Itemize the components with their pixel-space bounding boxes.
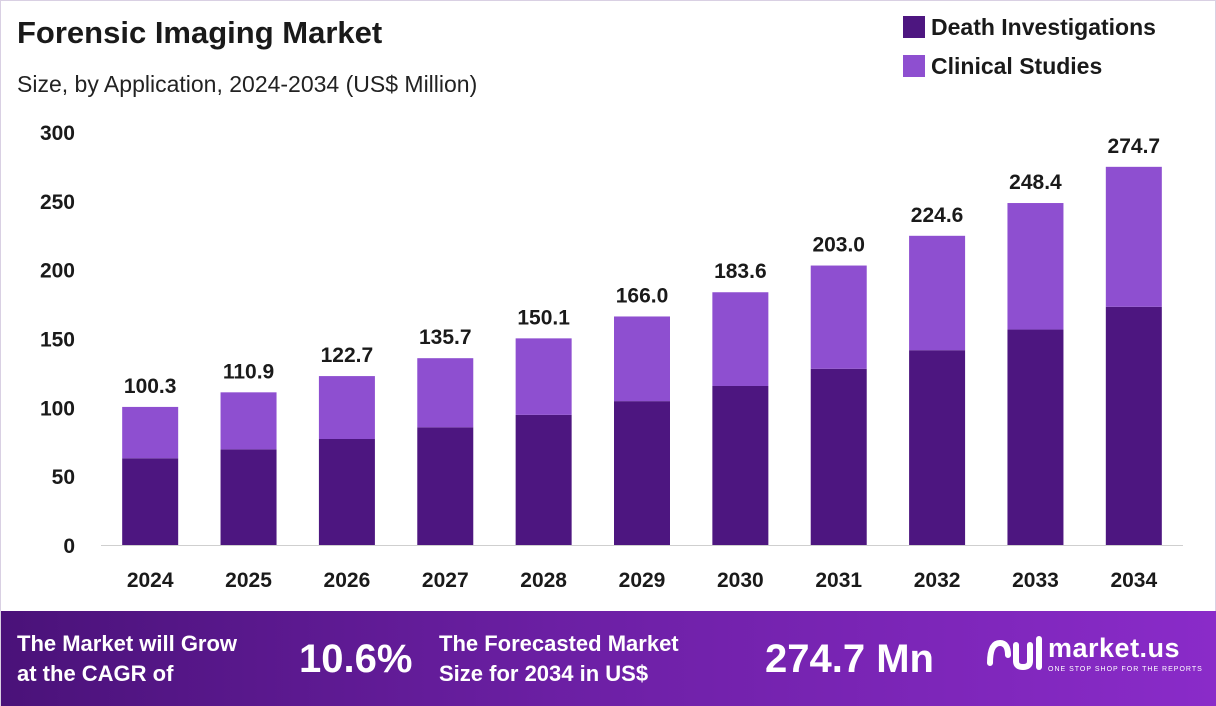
bar-segment-death-investigations (712, 385, 769, 545)
bar-total-label: 110.9 (223, 360, 274, 383)
bar-total-label: 274.7 (1108, 135, 1161, 158)
cagr-label-line1: The Market will Grow (17, 631, 238, 656)
legend-item-death-investigations: Death Investigations (903, 13, 1156, 41)
bar-segment-death-investigations (220, 449, 277, 545)
legend: Death Investigations Clinical Studies (903, 13, 1156, 91)
forecast-label-line2: Size for 2034 in US$ (439, 661, 649, 686)
legend-swatch-death-investigations (903, 16, 925, 38)
x-tick-label: 2034 (1110, 569, 1157, 592)
market-us-logo-icon (987, 636, 1042, 671)
y-tick-label: 100 (40, 397, 75, 420)
legend-label: Death Investigations (931, 13, 1156, 40)
bar-segment-clinical-studies (1007, 203, 1064, 330)
x-tick-label: 2033 (1012, 569, 1059, 592)
bar-segment-clinical-studies (318, 376, 375, 439)
bar-total-label: 248.4 (1009, 171, 1062, 194)
x-tick-label: 2025 (225, 569, 272, 592)
bar-total-label: 100.3 (124, 375, 177, 398)
cagr-label: The Market will Grow at the CAGR of (17, 629, 237, 689)
bar-segment-death-investigations (614, 401, 670, 545)
legend-swatch-clinical-studies (903, 55, 925, 77)
legend-label: Clinical Studies (931, 52, 1103, 79)
x-tick-label: 2029 (619, 569, 666, 592)
forecast-label: The Forecasted Market Size for 2034 in U… (439, 629, 679, 689)
forecast-value: 274.7 Mn (765, 637, 934, 681)
chart-subtitle: Size, by Application, 2024-2034 (US$ Mil… (17, 71, 478, 97)
x-tick-label: 2031 (815, 569, 862, 592)
brand-name: market.us (1048, 633, 1181, 663)
bar-segment-death-investigations (1007, 329, 1064, 545)
x-tick-label: 2027 (422, 569, 469, 592)
legend-item-clinical-studies: Clinical Studies (903, 52, 1156, 80)
cagr-value: 10.6% (299, 637, 413, 681)
bar-segment-clinical-studies (122, 406, 179, 459)
bar-segment-death-investigations (1105, 306, 1162, 545)
x-tick-label: 2024 (127, 569, 174, 592)
bar-segment-death-investigations (810, 368, 867, 545)
brand[interactable]: market.us ONE STOP SHOP FOR THE REPORTS (986, 633, 1203, 673)
y-tick-label: 300 (40, 122, 75, 145)
bar-segment-clinical-studies (1105, 166, 1162, 307)
bar-total-label: 122.7 (321, 344, 374, 367)
bar-total-label: 183.6 (714, 260, 767, 283)
y-tick-label: 150 (40, 329, 75, 352)
cagr-label-line2: at the CAGR of (17, 661, 174, 686)
bar-segment-death-investigations (515, 414, 572, 545)
forecast-label-line1: The Forecasted Market (439, 631, 679, 656)
bar-total-label: 135.7 (419, 326, 472, 349)
bar-segment-clinical-studies (909, 235, 966, 351)
bar-total-label: 166.0 (616, 284, 669, 307)
brand-tagline: ONE STOP SHOP FOR THE REPORTS (1048, 666, 1203, 673)
stacked-bar-chart: 0 50 100 150 200 250 300 100.3 2024 110.9 2025 122.… (40, 122, 1183, 592)
y-tick-label: 250 (40, 191, 75, 214)
y-tick-label: 0 (63, 535, 75, 558)
y-tick-label: 200 (40, 260, 75, 283)
bar-total-label: 224.6 (911, 204, 964, 227)
x-tick-label: 2028 (520, 569, 567, 592)
bar-segment-clinical-studies (614, 316, 670, 402)
x-tick-label: 2030 (717, 569, 764, 592)
bar-segment-clinical-studies (417, 358, 474, 428)
bar-total-label: 150.1 (517, 306, 570, 329)
y-tick-label: 50 (52, 466, 75, 489)
bar-segment-clinical-studies (712, 292, 769, 386)
bar-total-label: 203.0 (812, 234, 865, 257)
bar-segment-death-investigations (122, 458, 179, 545)
bar-segment-death-investigations (909, 350, 966, 545)
x-tick-label: 2026 (324, 569, 371, 592)
bar-segment-clinical-studies (220, 392, 277, 450)
footer-banner: The Market will Grow at the CAGR of 10.6… (1, 611, 1216, 706)
bar-segment-clinical-studies (810, 265, 867, 369)
bar-segment-clinical-studies (515, 338, 572, 415)
x-tick-label: 2032 (914, 569, 961, 592)
bar-segment-death-investigations (417, 427, 474, 545)
chart-title: Forensic Imaging Market (17, 15, 383, 50)
bar-segment-death-investigations (318, 438, 375, 545)
